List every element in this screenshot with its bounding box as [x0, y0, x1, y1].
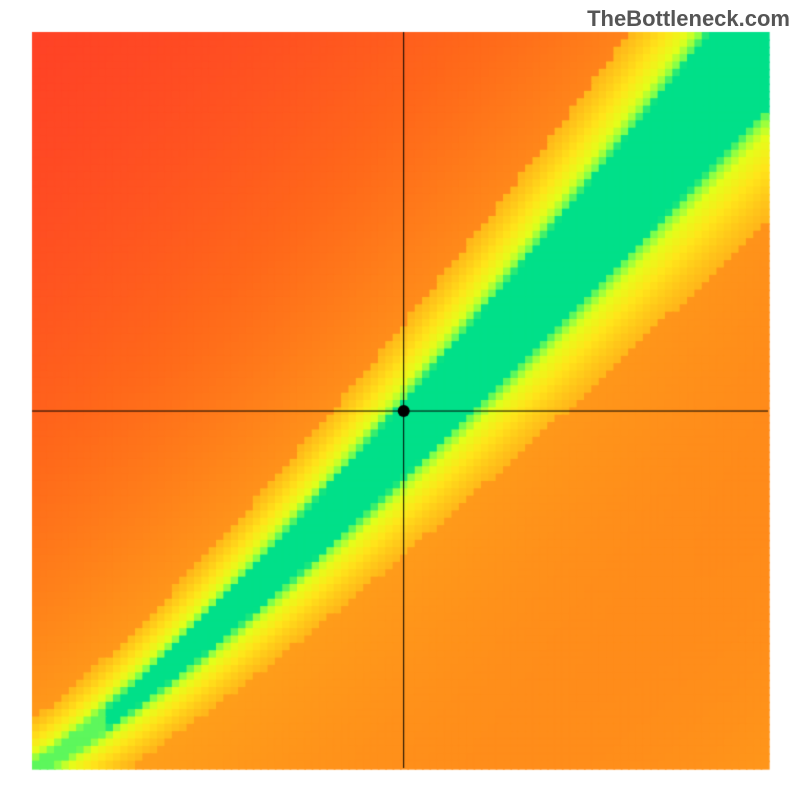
bottleneck-heatmap [0, 0, 800, 800]
chart-container: TheBottleneck.com [0, 0, 800, 800]
watermark-text: TheBottleneck.com [587, 6, 790, 32]
